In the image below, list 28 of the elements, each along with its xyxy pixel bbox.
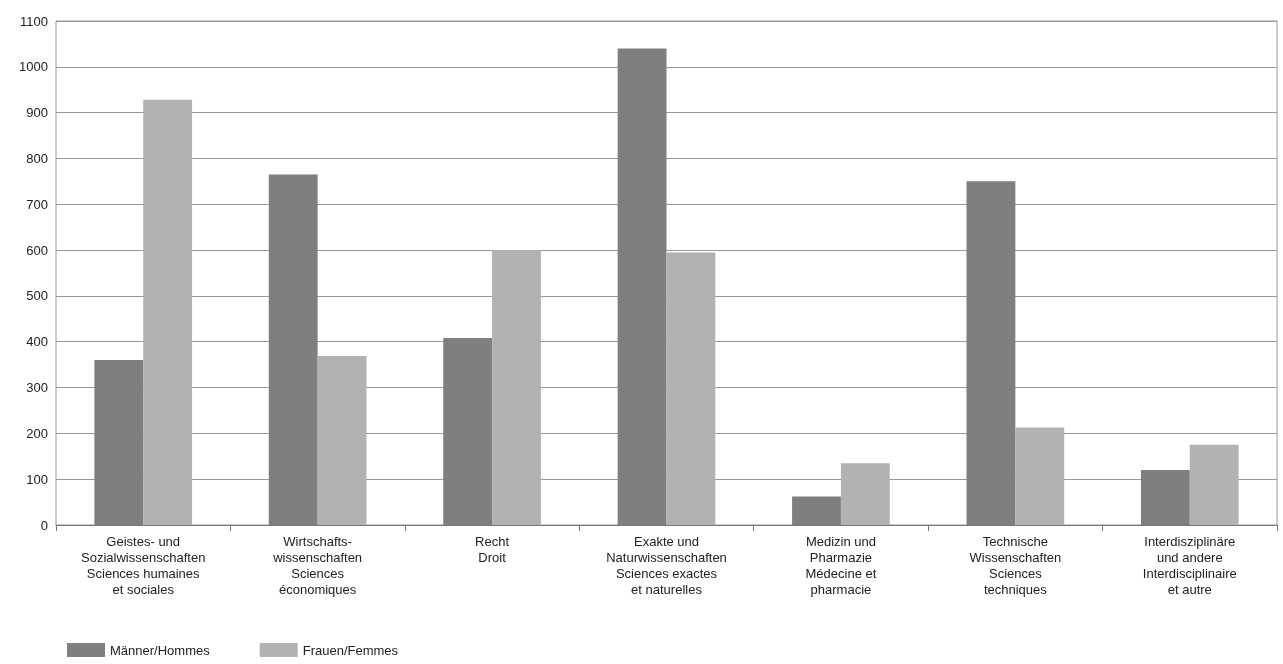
bar (1015, 427, 1065, 525)
y-tick-label: 500 (26, 288, 48, 304)
y-tick-label: 300 (26, 380, 48, 396)
bar (666, 252, 716, 525)
y-tick-label: 1000 (19, 59, 48, 75)
x-tick-label: Technische Wissenschaften Sciences techniques (969, 533, 1062, 597)
y-tick-label: 100 (26, 471, 48, 487)
bar (143, 99, 193, 525)
bar (317, 355, 367, 525)
x-tick-label: Interdisziplinäre und andere Interdisciplinaire et autre (1142, 533, 1237, 597)
bar (492, 250, 541, 525)
y-tick-label: 600 (26, 242, 48, 258)
y-tick-label: 1100 (20, 13, 48, 29)
x-tick-label: Recht Droit (475, 533, 510, 565)
y-tick-label: 400 (26, 334, 48, 350)
y-tick-label: 800 (26, 150, 48, 166)
y-tick-label: 0 (40, 517, 48, 533)
legend-label: Männer/Hommes (110, 642, 211, 658)
y-tick-label: 200 (26, 425, 48, 441)
bar (1189, 444, 1239, 525)
x-tick-label: Geistes- und Sozialwissenschaften Sciences humaines et sociales (81, 533, 206, 597)
x-tick-label: Exakte und Naturwissenschaften Sciences exactes et naturelles (606, 533, 727, 597)
legend-label: Frauen/Femmes (302, 642, 399, 658)
x-tick-label: Wirtschafts- wissenschaften Sciences économiques (272, 533, 363, 597)
bar (840, 463, 890, 525)
y-tick-label: 900 (26, 105, 48, 121)
y-tick-label: 700 (26, 196, 48, 212)
x-tick-label: Medizin und Pharmazie Médecine et pharmacie (805, 533, 877, 597)
